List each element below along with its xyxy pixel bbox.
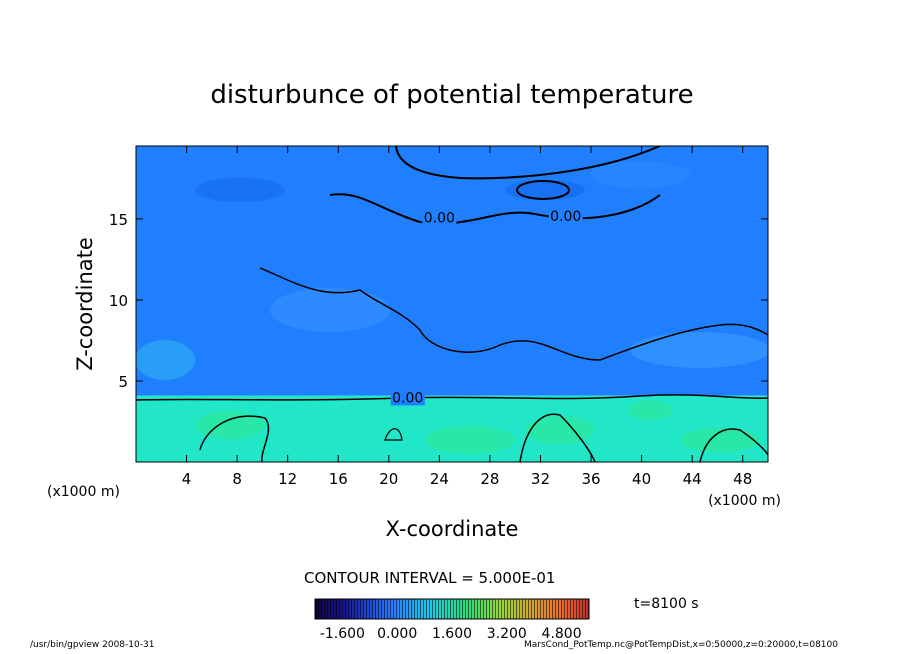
colorbar-tick-label: 1.600: [432, 626, 472, 642]
contour-label: 0.00: [424, 211, 455, 227]
x-tick-label: 12: [278, 470, 297, 488]
plot-field: [136, 146, 768, 462]
x-tick-label: 4: [182, 470, 192, 488]
contour-label: 0.00: [392, 390, 423, 406]
contour-label: 0.00: [550, 209, 581, 225]
contour-lower: [384, 428, 403, 441]
y-tick-label: 10: [109, 292, 128, 310]
texture-patches: [136, 161, 768, 454]
colorbar-ticks: -1.600 0.000 1.600 3.200 4.800: [320, 626, 582, 642]
x-tick-label: 16: [329, 470, 348, 488]
colorbar-tick-label: -1.600: [320, 626, 365, 642]
x-tick-label: 40: [632, 470, 651, 488]
y-tick-label: 5: [118, 373, 128, 391]
contour-label-bg: [548, 208, 583, 224]
x-tick-label: 24: [430, 470, 449, 488]
x-tick-label: 8: [232, 470, 242, 488]
x-unit-left: (x1000 m): [47, 484, 120, 500]
x-tick-label: 32: [531, 470, 550, 488]
x-tick-label: 36: [581, 470, 600, 488]
contour-label-bg: [390, 390, 425, 406]
contour-label-bg: [422, 210, 457, 226]
footer-right: MarsCond_PotTemp.nc@PotTempDist,x=0:5000…: [524, 640, 838, 650]
x-tick-label: 20: [379, 470, 398, 488]
x-tick-label: 28: [480, 470, 499, 488]
contour-upper-zero: [395, 146, 661, 180]
y-axis: 5 10 15: [109, 211, 768, 391]
contour-cloud-region: [259, 267, 768, 361]
contour-boundary: [136, 394, 768, 401]
chart-title: disturbunce of potential temperature: [210, 80, 693, 110]
x-axis-label: X-coordinate: [386, 517, 519, 541]
colorbar-tick-label: 3.200: [487, 626, 527, 642]
y-tick-label: 15: [109, 211, 128, 229]
plot-frame: [135, 145, 769, 463]
contour-lower: [519, 413, 596, 462]
contour-lower: [699, 428, 768, 462]
contour-labels: 0.00 0.00 0.00: [390, 208, 583, 406]
x-tick-label: 48: [733, 470, 752, 488]
contour-interval: CONTOUR INTERVAL = 5.000E-01: [304, 569, 555, 587]
colorbar-tick-label: 0.000: [377, 626, 417, 642]
x-axis: 4 8 12 16 20 24 28 32 36 40 44 48: [182, 146, 752, 488]
contour-upper-zero: [329, 193, 661, 225]
contour-lower: [199, 415, 270, 462]
x-tick-label: 44: [683, 470, 702, 488]
y-axis-label: Z-coordinate: [73, 237, 97, 371]
footer-left: /usr/bin/gpview 2008-10-31: [30, 640, 155, 650]
colorbar-tick-label: 4.800: [542, 626, 582, 642]
contour-closed: [516, 180, 570, 200]
x-unit-right: (x1000 m): [708, 493, 781, 509]
colorbar-hatch: [315, 599, 589, 619]
contour-lines: [136, 146, 768, 462]
time-label: t=8100 s: [634, 596, 699, 612]
